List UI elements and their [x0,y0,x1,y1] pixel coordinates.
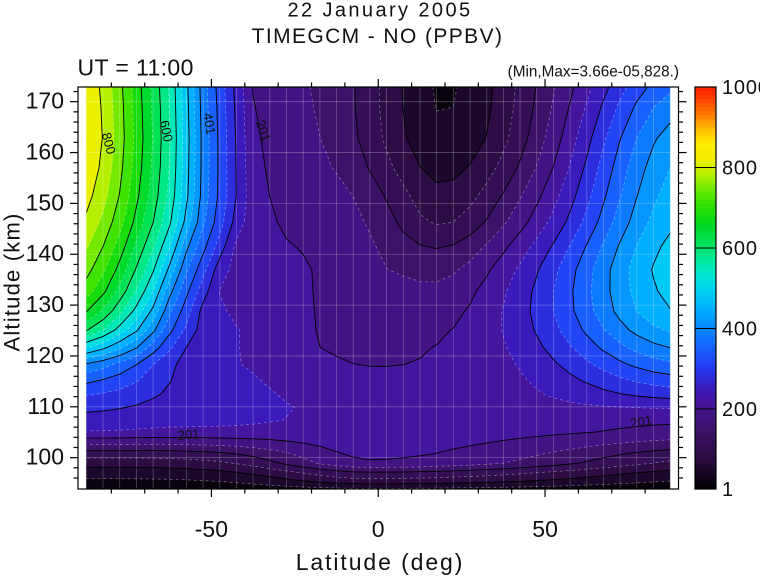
svg-text:800: 800 [99,131,119,156]
svg-text:170: 170 [26,88,64,114]
svg-text:22 January 2005: 22 January 2005 [287,0,472,22]
svg-text:600: 600 [722,238,758,260]
svg-text:-50: -50 [195,516,228,542]
svg-text:200: 200 [722,399,758,421]
svg-text:140: 140 [26,240,64,266]
svg-text:50: 50 [532,516,558,542]
svg-text:TIMEGCM - NO (PPBV): TIMEGCM - NO (PPBV) [252,25,504,48]
svg-text:0: 0 [372,516,385,542]
svg-text:Latitude (deg): Latitude (deg) [296,549,465,575]
svg-text:201: 201 [177,426,199,442]
svg-text:UT = 11:00: UT = 11:00 [78,55,194,81]
svg-text:Altitude (km): Altitude (km) [0,212,25,351]
svg-text:401: 401 [200,112,219,136]
svg-text:100: 100 [26,444,64,470]
svg-text:160: 160 [26,139,64,165]
svg-text:(Min,Max=3.66e-05,828.): (Min,Max=3.66e-05,828.) [508,63,679,80]
svg-text:120: 120 [26,342,64,368]
svg-text:600: 600 [157,119,176,143]
svg-text:1: 1 [722,479,734,501]
svg-text:150: 150 [26,189,64,215]
svg-text:130: 130 [26,291,64,317]
svg-text:201: 201 [629,412,653,431]
svg-text:110: 110 [27,393,64,419]
svg-text:800: 800 [722,158,758,180]
svg-text:201: 201 [253,118,274,143]
svg-text:1000: 1000 [722,77,760,99]
svg-text:400: 400 [722,318,758,340]
